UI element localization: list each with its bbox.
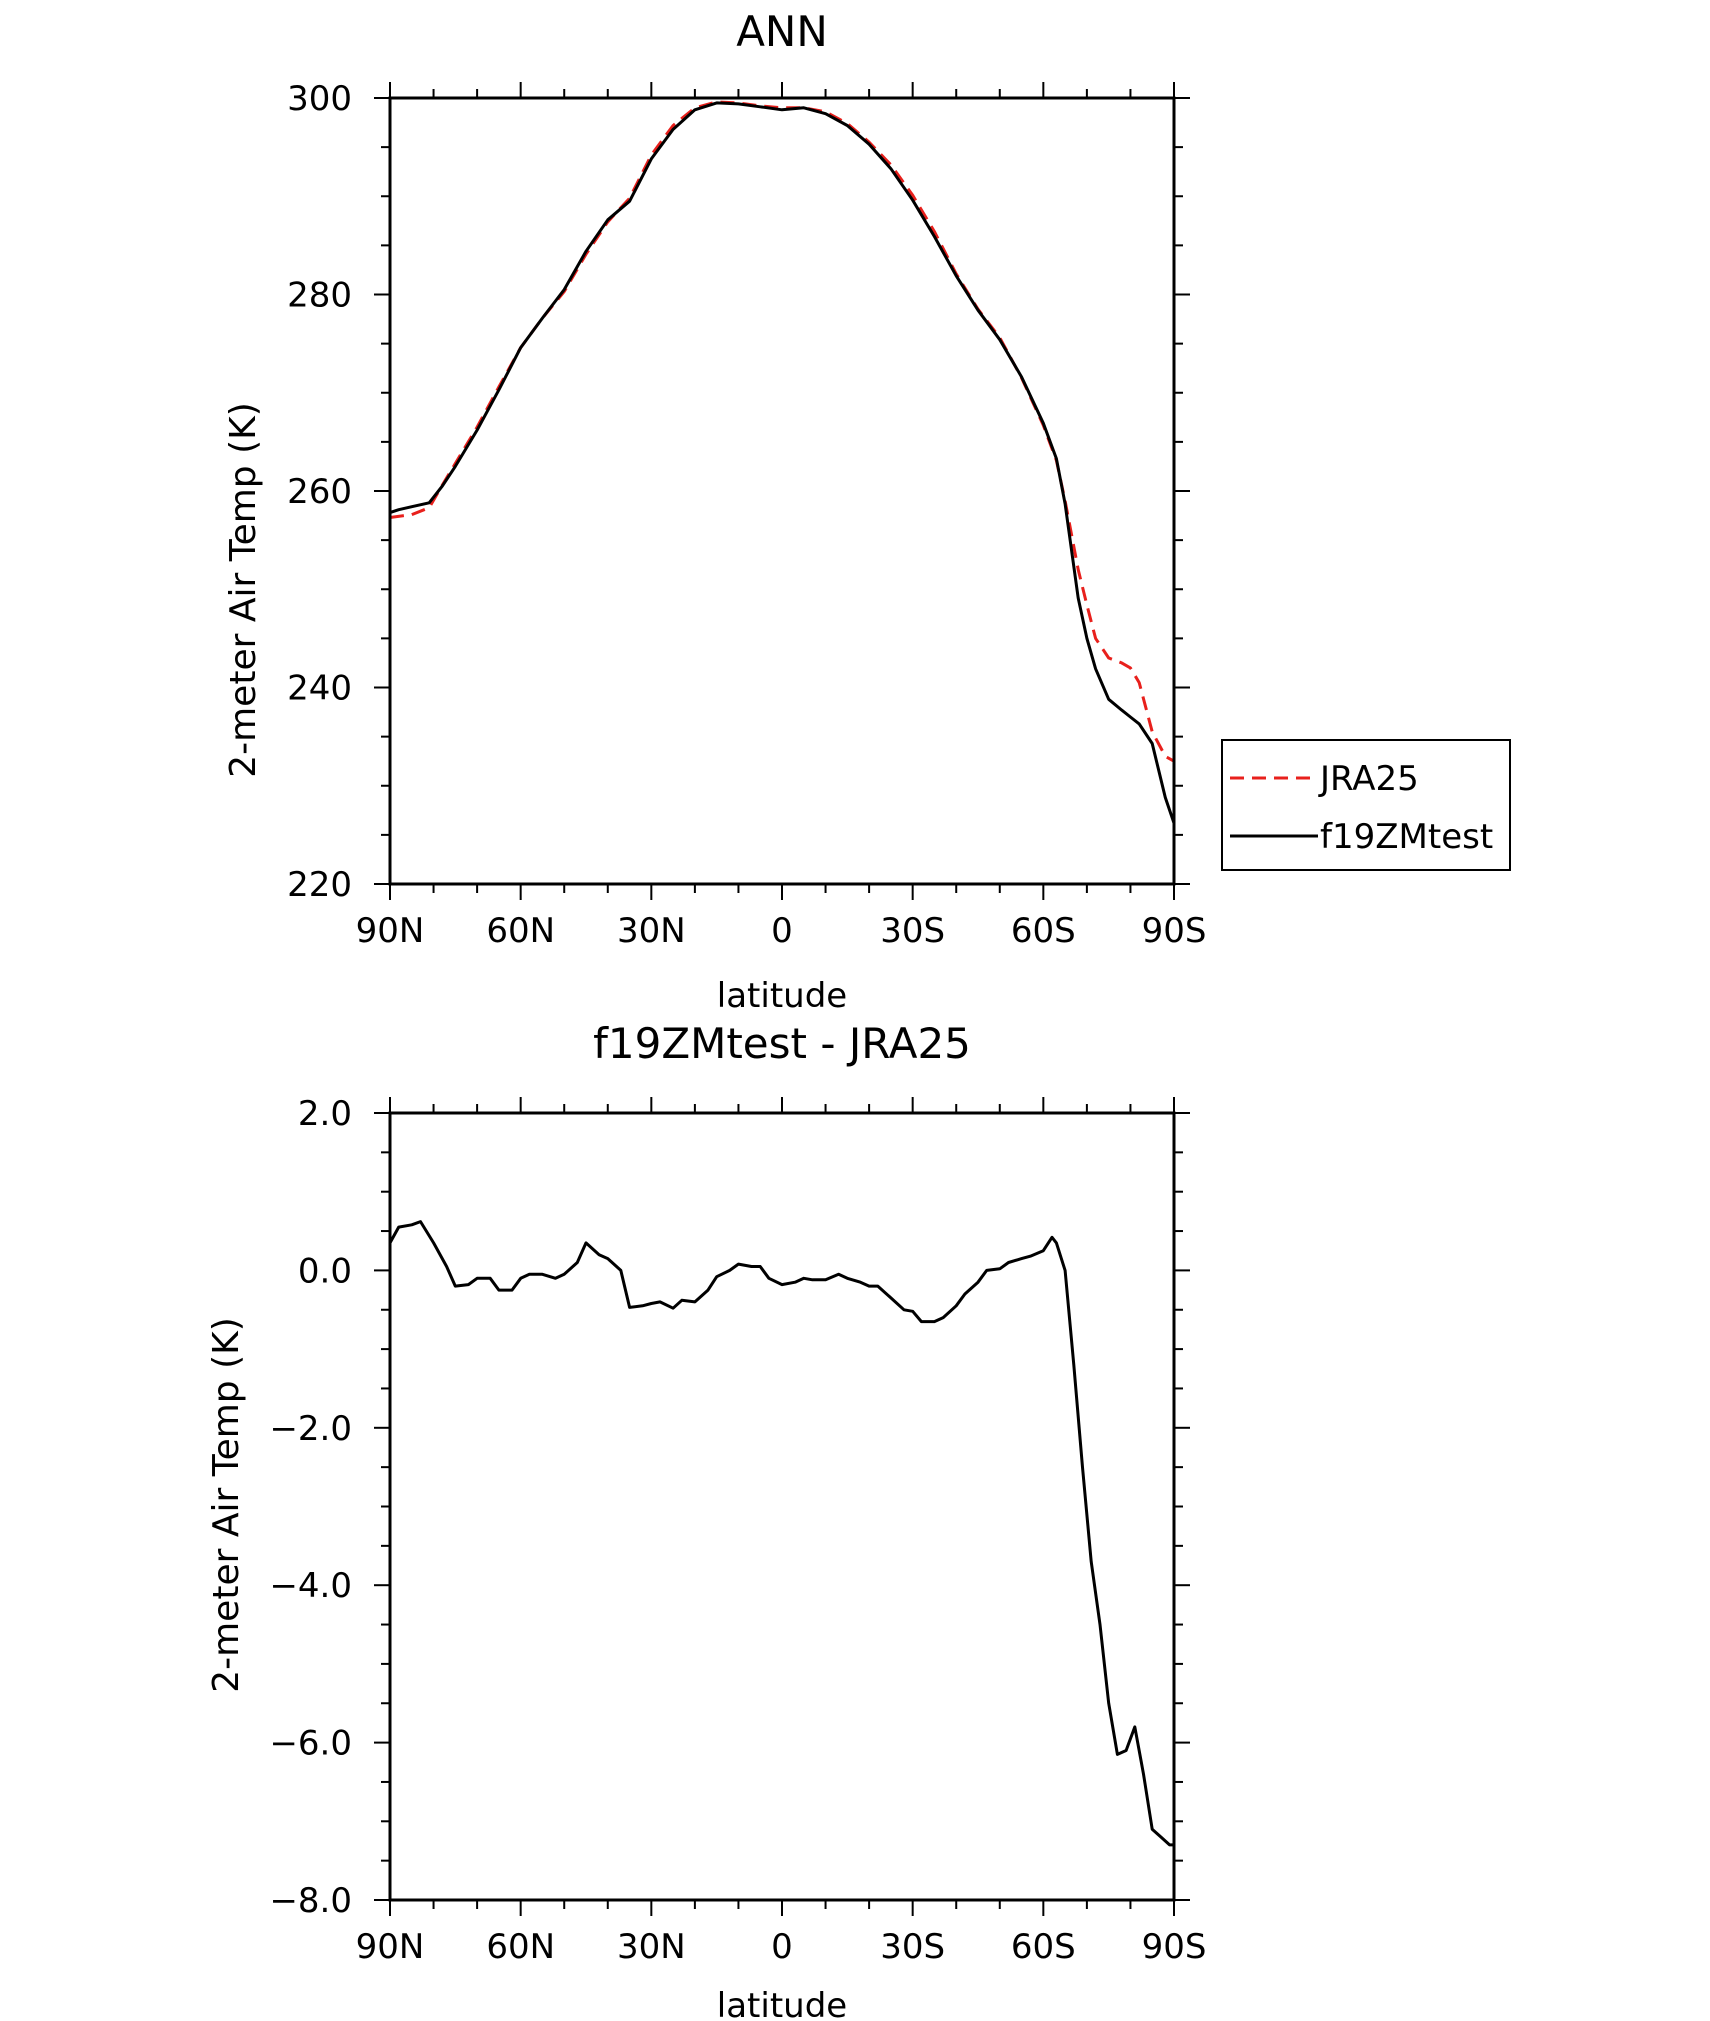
bottom-chart-x-tick-label: 30N <box>617 1927 686 1967</box>
bottom-chart-y-tick-label: −4.0 <box>269 1566 352 1606</box>
top-chart-x-tick-label: 30N <box>617 911 686 951</box>
top-chart-panel: ANN 2-meter Air Temp (K) latitude 90N 60N… <box>223 7 1206 1016</box>
top-chart-ticks: 90N 60N 30N 0 30S 60S 90S 220 240 260 280 300 <box>287 79 1206 951</box>
bottom-chart-y-tick-label: −8.0 <box>269 1881 352 1921</box>
legend-label-jra25: JRA25 <box>1318 759 1419 799</box>
bottom-chart-title: f19ZMtest - JRA25 <box>593 1019 971 1068</box>
bottom-chart-x-tick-label: 60N <box>486 1927 555 1967</box>
bottom-chart-y-tick-label: −2.0 <box>269 1409 352 1449</box>
bottom-chart-y-tick-label: 0.0 <box>298 1251 352 1291</box>
top-chart-y-tick-label: 260 <box>287 472 352 512</box>
bottom-chart-x-tick-label: 60S <box>1011 1927 1076 1967</box>
bottom-chart-x-axis-label: latitude <box>717 1986 847 2021</box>
bottom-chart-series-line-difference <box>388 1220 1174 1847</box>
top-chart-x-axis-label: latitude <box>717 976 847 1016</box>
top-chart-y-tick-label: 300 <box>287 79 352 119</box>
top-chart-y-axis-label: 2-meter Air Temp (K) <box>223 402 264 778</box>
legend-box <box>1221 739 1511 871</box>
top-chart-series <box>389 100 1176 824</box>
bottom-chart-y-tick-label: −6.0 <box>269 1724 352 1764</box>
top-chart-x-tick-label: 90N <box>356 911 425 951</box>
top-chart-series-line-jra25 <box>389 100 1175 763</box>
top-chart-x-tick-label: 60S <box>1011 911 1076 951</box>
top-chart-x-tick-label: 0 <box>771 911 793 951</box>
top-chart-x-tick-label: 90S <box>1142 911 1207 951</box>
bottom-chart-x-tick-label: 90S <box>1142 1927 1207 1967</box>
top-chart-y-tick-label: 240 <box>287 669 352 709</box>
top-chart-x-tick-label: 60N <box>486 911 555 951</box>
top-chart-frame <box>388 96 1176 886</box>
legend-label-f19zmtest: f19ZMtest <box>1320 817 1493 857</box>
bottom-chart-series <box>388 1220 1174 1847</box>
top-chart-y-tick-label: 220 <box>287 865 352 905</box>
bottom-chart-y-axis-label: 2-meter Air Temp (K) <box>206 1317 247 1693</box>
top-chart-x-tick-label: 30S <box>880 911 945 951</box>
legend: JRA25 f19ZMtest <box>1221 739 1511 871</box>
bottom-chart-x-tick-label: 90N <box>356 1927 425 1967</box>
top-chart-title: ANN <box>736 7 828 56</box>
bottom-chart-x-tick-label: 0 <box>771 1927 793 1967</box>
top-chart-y-tick-label: 280 <box>287 276 352 316</box>
bottom-chart-x-tick-label: 30S <box>880 1927 945 1967</box>
top-chart-series-line-f19zmtest <box>389 101 1176 824</box>
bottom-chart-y-tick-label: 2.0 <box>298 1094 352 1134</box>
bottom-chart-panel: f19ZMtest - JRA25 2-meter Air Temp (K) l… <box>206 1019 1206 2021</box>
bottom-chart-frame <box>388 1111 1176 1902</box>
